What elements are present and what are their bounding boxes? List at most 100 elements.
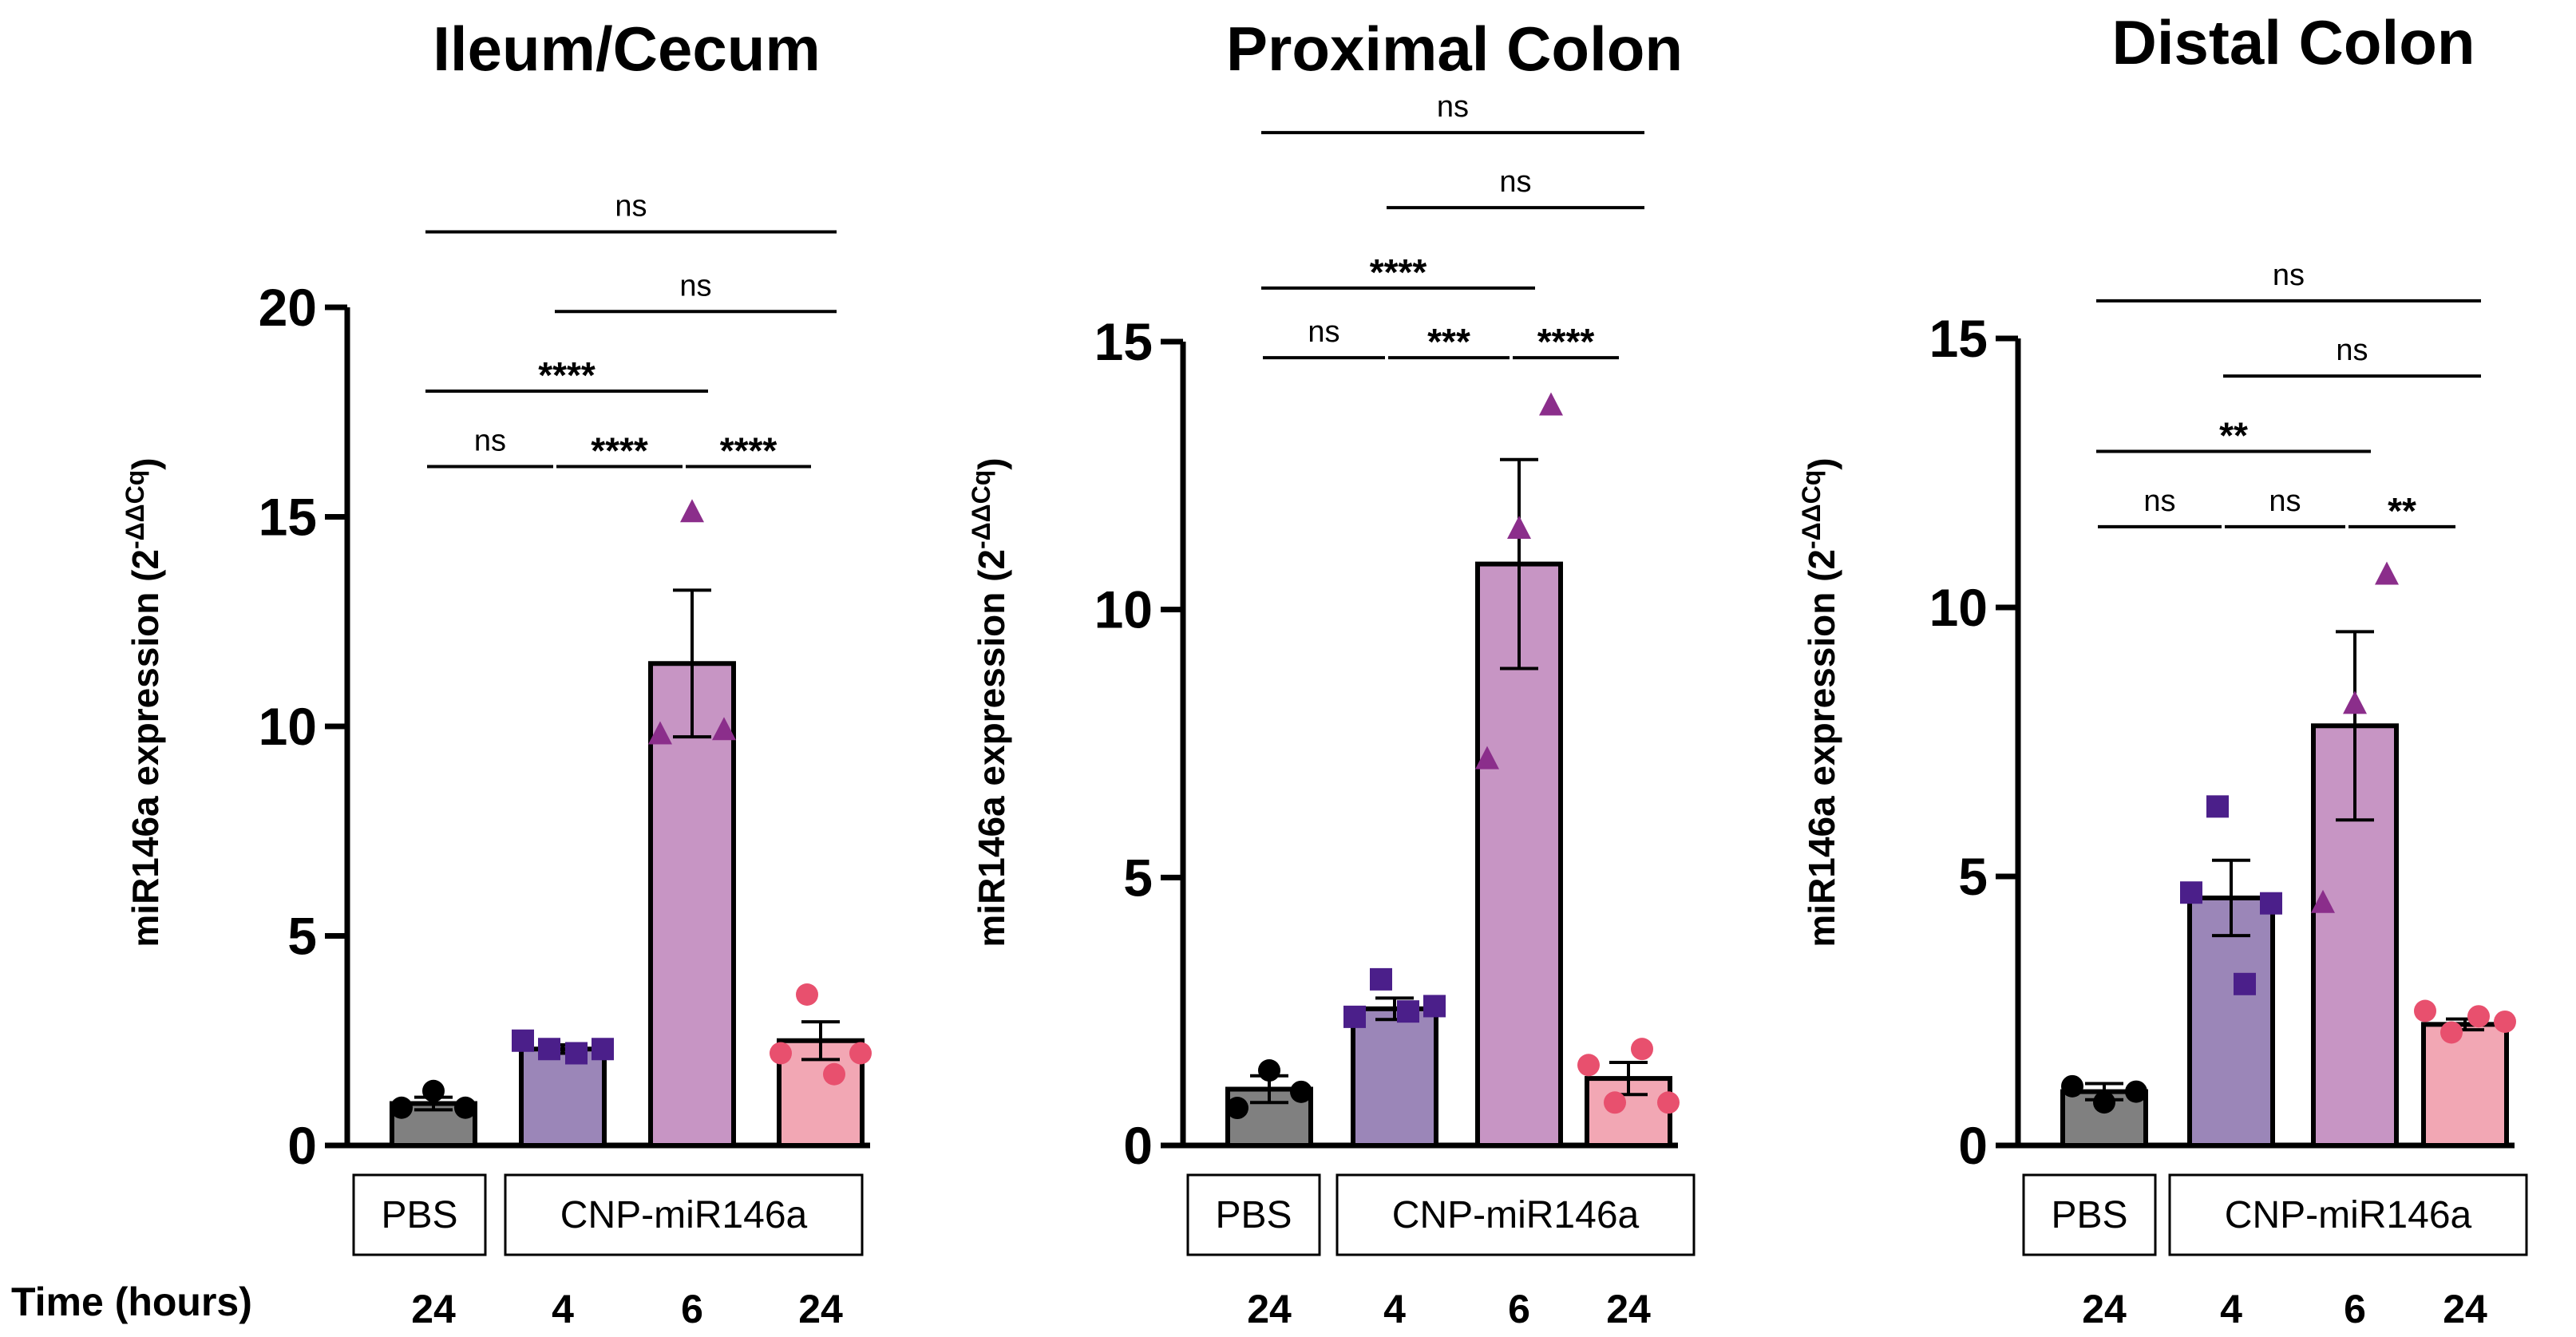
panel-ileum-cecum: Ileum/Cecum miR146a expression (2-ΔΔCq) 0 5… xyxy=(121,14,872,1331)
data-point xyxy=(1577,1054,1600,1077)
data-point xyxy=(2311,889,2335,913)
pbs-group-label: PBS xyxy=(1215,1194,1292,1236)
y-tick-label: 15 xyxy=(1094,312,1153,371)
data-point xyxy=(849,1042,872,1065)
data-point xyxy=(1370,967,1392,991)
data-point xyxy=(1539,392,1563,416)
y-axis-label-close: ) xyxy=(125,457,166,469)
data-point xyxy=(712,717,736,741)
data-point xyxy=(1397,1000,1419,1023)
y-tick-label: 10 xyxy=(1929,578,1988,637)
data-point xyxy=(1423,995,1446,1018)
time-category-label: 6 xyxy=(1508,1287,1530,1331)
y-tick-label: 10 xyxy=(259,697,317,756)
time-category-label: 24 xyxy=(411,1287,456,1331)
y-axis-label-close: ) xyxy=(971,457,1012,469)
pbs-group-box xyxy=(2022,1173,2157,1256)
data-point xyxy=(2440,1021,2463,1044)
time-category-label: 24 xyxy=(2082,1287,2127,1331)
significance-label: **** xyxy=(1370,251,1427,293)
data-point xyxy=(592,1038,614,1061)
significance-label: **** xyxy=(720,430,778,472)
pbs-group-label: PBS xyxy=(2051,1194,2127,1236)
data-point xyxy=(512,1029,534,1052)
significance-label: ns xyxy=(1437,90,1469,124)
bar xyxy=(2421,1022,2509,1148)
data-point xyxy=(2061,1074,2083,1098)
cnp-group-label: CNP-miR146a xyxy=(1392,1194,1640,1236)
data-point xyxy=(2375,561,2399,585)
significance-label: ns xyxy=(474,425,506,458)
bar xyxy=(519,1046,607,1148)
time-category-label: 24 xyxy=(2443,1287,2487,1331)
significance-label: ns xyxy=(2143,485,2175,518)
panel-distal-colon: Distal Colon miR146a expression (2-ΔΔCq) 0… xyxy=(1797,7,2528,1331)
data-point xyxy=(1657,1091,1680,1114)
y-tick-label: 0 xyxy=(1958,1116,1988,1175)
significance-label: ns xyxy=(615,190,647,223)
data-point xyxy=(1507,515,1531,539)
y-tick-label: 15 xyxy=(259,488,317,547)
data-point xyxy=(2180,881,2202,904)
y-axis-label-text: miR146a expression (2 xyxy=(971,549,1012,947)
significance-label: ns xyxy=(2269,485,2301,518)
data-point xyxy=(1475,746,1499,769)
data-point xyxy=(770,1042,792,1065)
panel-proximal-colon: Proximal Colon miR146a expression (2-ΔΔCq… xyxy=(967,14,1696,1331)
time-category-label: 6 xyxy=(681,1287,703,1331)
y-axis-label-text: miR146a expression (2 xyxy=(125,549,166,947)
significance-label: ns xyxy=(1499,165,1531,199)
data-point xyxy=(2414,999,2436,1023)
data-point xyxy=(680,499,704,523)
data-point xyxy=(2494,1010,2516,1033)
data-point xyxy=(2093,1091,2115,1114)
data-point xyxy=(796,983,818,1006)
time-axis-label: Time (hours) xyxy=(11,1280,252,1324)
y-tick-label: 5 xyxy=(1958,847,1988,906)
y-tick-label: 5 xyxy=(1123,848,1153,907)
time-category-label: 24 xyxy=(1606,1287,1651,1331)
pbs-group-box xyxy=(1186,1173,1321,1256)
pbs-group-label: PBS xyxy=(381,1194,457,1236)
significance-label: **** xyxy=(538,354,596,396)
data-point xyxy=(1226,1097,1248,1120)
data-point xyxy=(2206,795,2229,818)
significance-label: ns xyxy=(679,269,711,303)
significance-label: ** xyxy=(2219,415,2248,457)
data-point xyxy=(454,1096,477,1119)
data-point xyxy=(422,1079,445,1102)
y-axis-label: miR146a expression (2-ΔΔCq) xyxy=(967,457,1012,947)
chart-title: Ileum/Cecum xyxy=(433,14,820,84)
time-category-label: 4 xyxy=(1383,1287,1406,1331)
y-axis-label-superscript: -ΔΔCq xyxy=(1797,470,1826,549)
y-tick-label: 0 xyxy=(1123,1116,1153,1175)
data-point xyxy=(1290,1080,1312,1103)
y-axis-label-text: miR146a expression (2 xyxy=(1801,549,1842,947)
significance-label: **** xyxy=(1537,321,1595,362)
y-axis-label-superscript: -ΔΔCq xyxy=(121,470,149,549)
pbs-group-box xyxy=(352,1173,487,1256)
data-point xyxy=(2234,972,2256,995)
significance-label: *** xyxy=(1427,321,1470,362)
y-tick-label: 10 xyxy=(1094,580,1153,639)
y-axis-label: miR146a expression (2-ΔΔCq) xyxy=(1797,457,1842,947)
y-tick-label: 15 xyxy=(1929,309,1988,368)
bar xyxy=(1351,1006,1438,1149)
y-tick-label: 5 xyxy=(287,907,317,966)
data-point xyxy=(1258,1059,1280,1082)
y-tick-label: 0 xyxy=(287,1116,317,1175)
data-point xyxy=(648,721,672,745)
significance-label: ns xyxy=(1308,315,1339,349)
data-point xyxy=(390,1096,413,1119)
cnp-group-box xyxy=(504,1173,864,1256)
cnp-group-label: CNP-miR146a xyxy=(560,1194,808,1236)
y-tick-label: 20 xyxy=(259,278,317,337)
chart-title: Distal Colon xyxy=(2111,7,2475,77)
data-point xyxy=(2125,1080,2147,1103)
time-category-label: 6 xyxy=(2344,1287,2366,1331)
significance-label: ** xyxy=(2388,490,2416,532)
data-point xyxy=(538,1038,560,1061)
significance-label: **** xyxy=(591,430,648,472)
significance-label: ns xyxy=(2336,334,2368,367)
